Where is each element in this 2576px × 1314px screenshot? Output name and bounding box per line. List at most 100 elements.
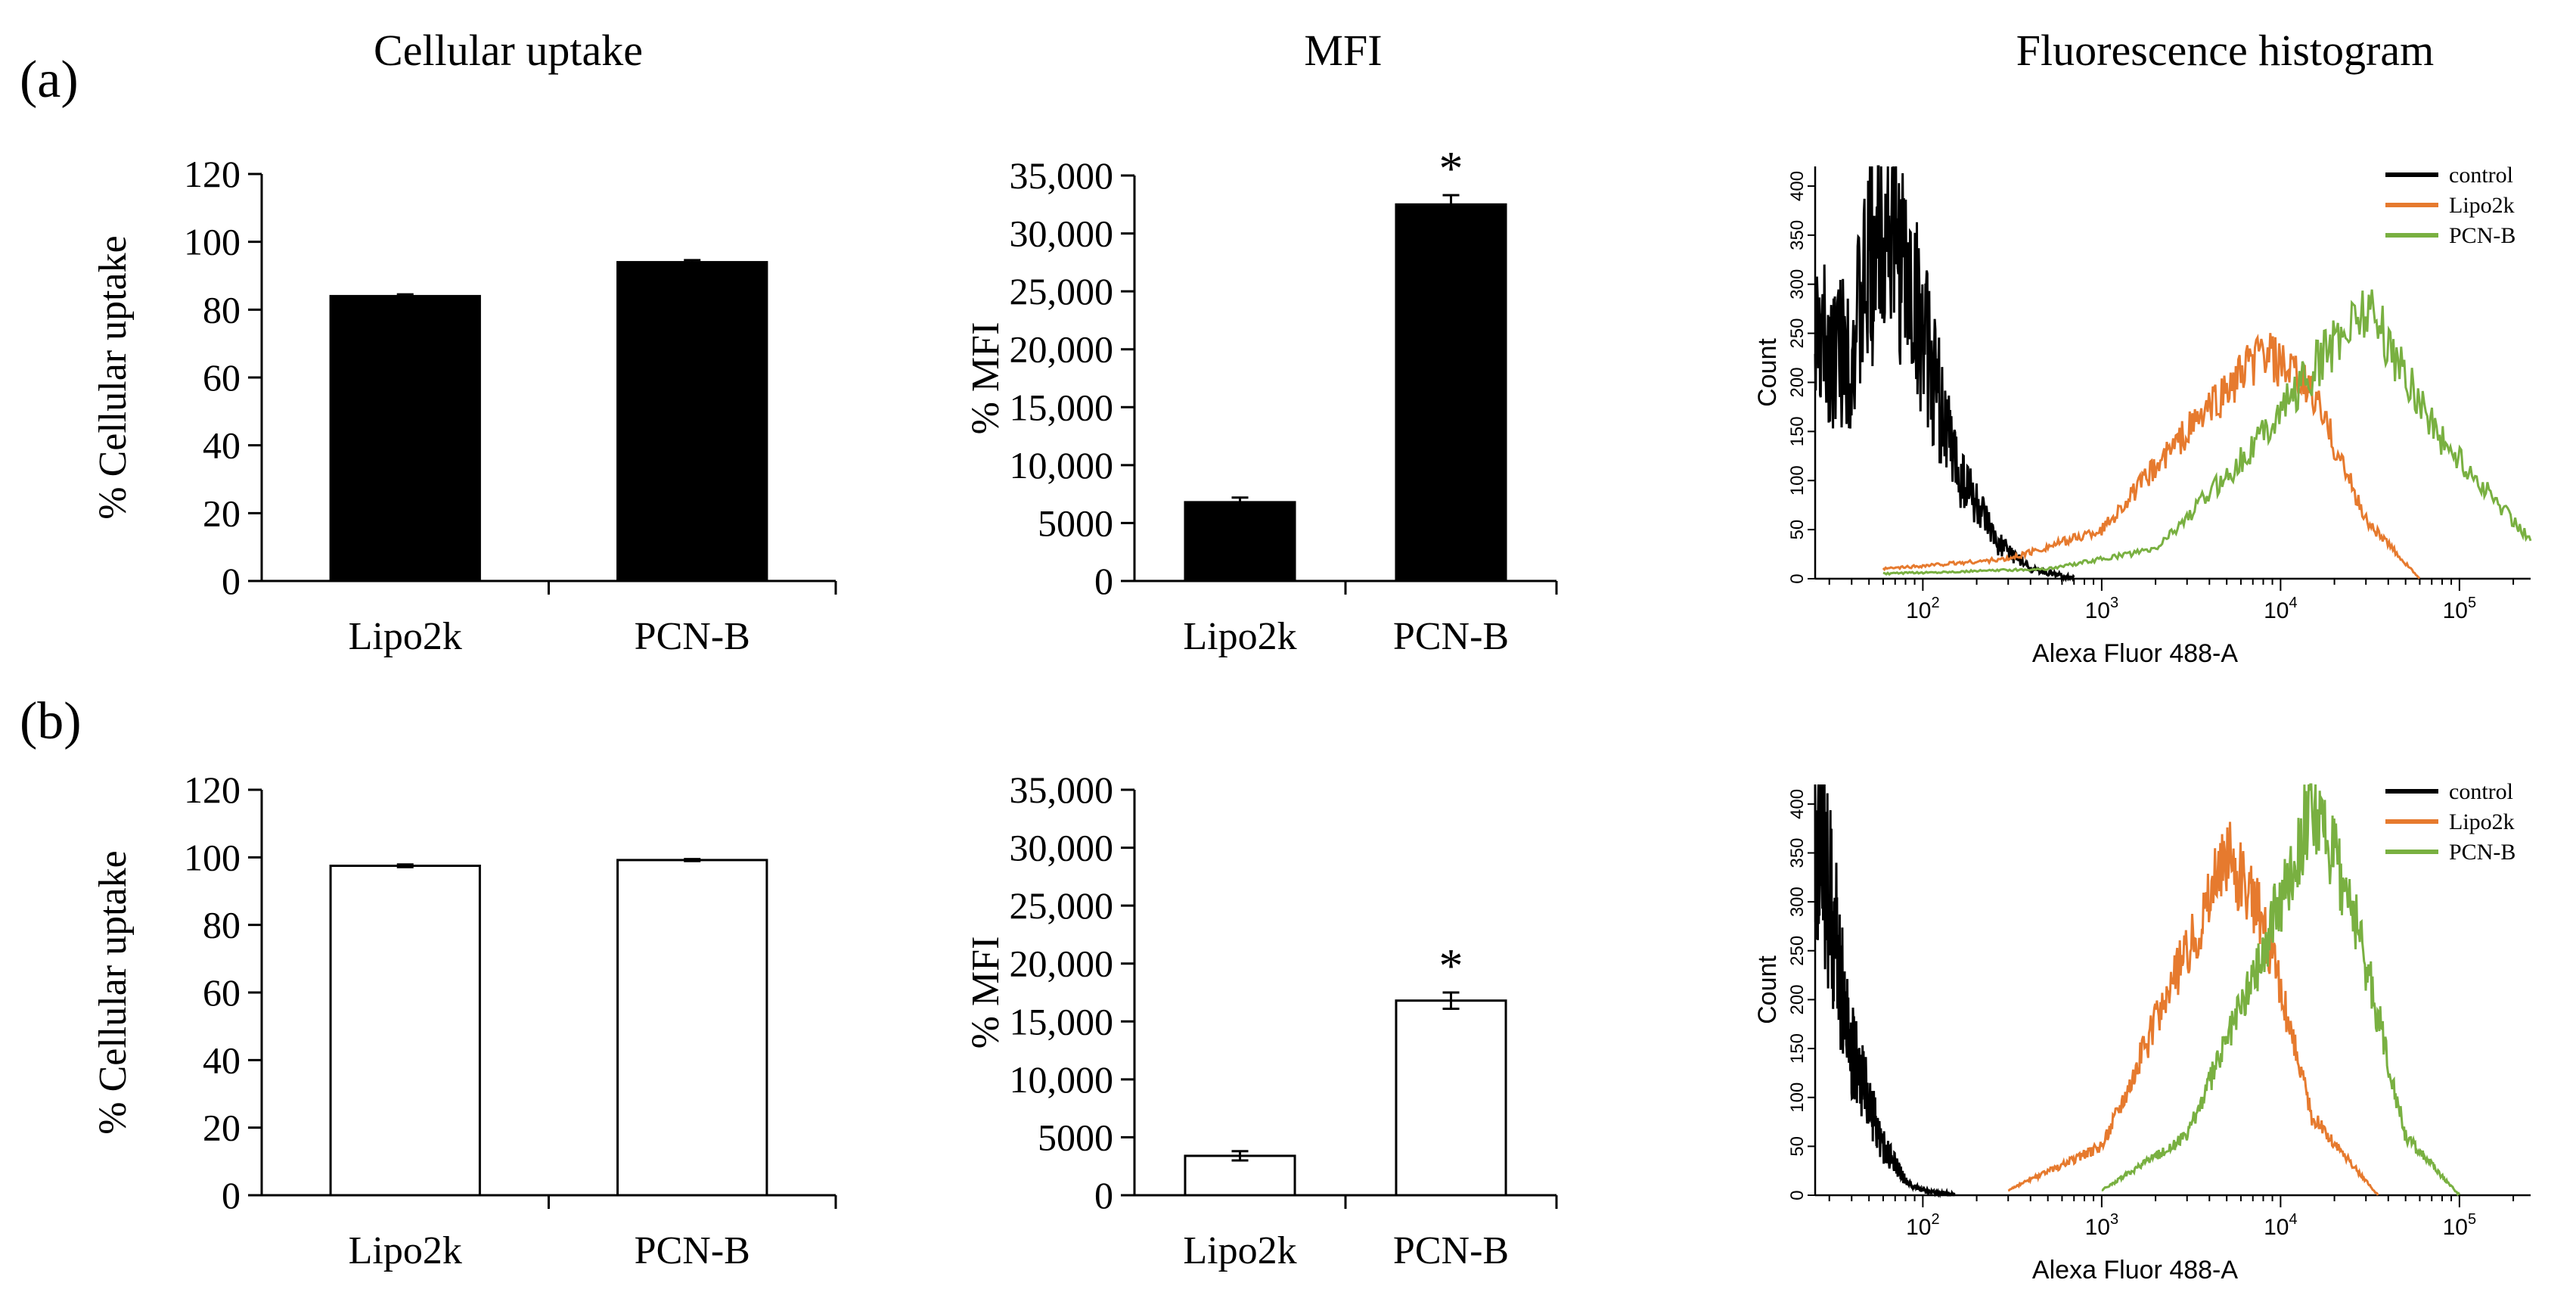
x-tick-base: 10 [2085,598,2110,623]
y-tick-label: 80 [203,904,241,946]
x-tick-label: 102 [1906,1211,1940,1240]
panel-label-a: (a) [20,51,79,109]
x-tick-label: 105 [2443,595,2477,623]
y-tick-label: 30,000 [1010,213,1114,255]
x-tick-label: Lipo2k [1183,615,1296,658]
series-line-lipo2k [2007,822,2379,1196]
x-tick-label: 104 [2264,1211,2298,1240]
y-axis-label: % MFI [964,937,1007,1049]
y-tick-label: 0 [1094,560,1113,602]
y-tick-label: 20 [203,492,241,534]
y-tick-label: 0 [222,560,241,602]
bar-lipo2k [329,865,481,1197]
x-tick-base: 10 [2264,598,2289,623]
y-tick-label: 400 [1787,171,1808,201]
y-tick-label: 150 [1787,416,1808,446]
y-tick-label: 200 [1787,984,1808,1014]
legend-label-lipo2k: Lipo2k [2449,809,2515,834]
x-tick-label: Lipo2k [349,1229,462,1272]
y-tick-label: 100 [184,221,241,263]
y-tick-label: 5000 [1038,1116,1113,1158]
y-tick-label: 250 [1787,318,1808,349]
bar-lipo2k [1184,501,1296,582]
x-tick-label: 102 [1906,595,1940,623]
x-tick-exponent: 3 [2110,1211,2118,1228]
y-tick-label: 15,000 [1010,386,1114,428]
y-tick-label: 5000 [1038,502,1113,544]
y-axis-label: % Cellular uptake [92,235,135,519]
panel-label-b: (b) [20,692,82,750]
y-tick-label: 60 [203,971,241,1014]
y-tick-label: 120 [184,153,241,195]
y-tick-label: 0 [1094,1174,1113,1216]
x-tick-label: Lipo2k [349,615,462,658]
bar-pcn-b [616,261,768,582]
y-tick-label: 10,000 [1010,444,1114,486]
y-tick-label: 40 [203,1039,241,1081]
x-tick-label: PCN-B [635,1229,750,1272]
y-tick-label: 30,000 [1010,827,1114,869]
y-tick-label: 25,000 [1010,270,1114,312]
bar-lipo2k [1184,1154,1296,1197]
chart-a-mfi: 0 5000 10,000 15,000 20,000 25,000 30,000 35,00… [964,141,1558,658]
y-tick-label: 40 [203,424,241,467]
y-tick-label: 350 [1787,220,1808,250]
y-tick-label: 60 [203,356,241,399]
y-tick-label: 300 [1787,887,1808,917]
y-tick-label: 0 [1787,1190,1808,1200]
bar-lipo2k [329,294,481,582]
chart-a-uptake: 0 20 40 60 80 100 120 % Cellular uptake Lipo2k PC… [92,153,837,658]
series-line-lipo2k [1882,333,2420,579]
x-tick-base: 10 [2443,1215,2468,1240]
y-tick-label: 80 [203,288,241,331]
y-tick-label: 250 [1787,936,1808,966]
y-tick-label: 300 [1787,269,1808,300]
y-tick-label: 150 [1787,1033,1808,1064]
x-tick-label: PCN-B [1393,1229,1509,1272]
series-line-pcn-b [1882,289,2532,576]
legend-label-control: control [2449,163,2513,188]
chart-b-mfi: 0 5000 10,000 15,000 20,000 25,000 30,000 35,00… [964,769,1558,1272]
x-tick-exponent: 3 [2110,595,2118,611]
x-tick-label: 103 [2085,595,2119,623]
x-axis-label: Alexa Fluor 488-A [2032,1256,2238,1284]
bar-pcn-b [616,859,768,1197]
bar-pcn-b [1395,203,1507,582]
x-tick-exponent: 4 [2289,1211,2298,1228]
x-tick-base: 10 [2085,1215,2110,1240]
series-line-pcn-b [2101,783,2461,1197]
y-tick-label: 50 [1787,520,1808,540]
series-line-control [1814,165,2075,582]
y-tick-label: 50 [1787,1136,1808,1157]
y-axis-label: Count [1753,338,1782,407]
y-tick-label: 100 [1787,1083,1808,1113]
y-tick-label: 0 [1787,573,1808,583]
col-title-hist: Fluorescence histogram [2016,26,2434,75]
y-tick-label: 100 [1787,465,1808,495]
y-tick-label: 35,000 [1010,769,1114,811]
y-tick-label: 15,000 [1010,1000,1114,1042]
chart-b-uptake: 0 20 40 60 80 100 120 % Cellular uptake Lipo2k PC… [92,769,837,1272]
col-title-uptake: Cellular uptake [374,26,643,75]
y-tick-label: 20,000 [1010,943,1114,985]
y-tick-label: 20 [203,1107,241,1149]
y-tick-label: 25,000 [1010,884,1114,927]
y-axis-label: % Cellular uptake [92,850,135,1134]
significance-star: * [1439,939,1463,992]
bar-pcn-b [1395,999,1507,1197]
x-tick-exponent: 4 [2289,595,2298,611]
x-tick-base: 10 [2443,598,2468,623]
x-tick-base: 10 [2264,1215,2289,1240]
legend-label-control: control [2449,779,2513,804]
x-tick-label: PCN-B [1393,615,1509,658]
legend-label-pcn-b: PCN-B [2449,223,2515,248]
x-tick-base: 10 [1906,1215,1931,1240]
y-axis-label: Count [1753,955,1782,1024]
y-tick-label: 120 [184,769,241,811]
y-tick-label: 400 [1787,789,1808,819]
col-title-mfi: MFI [1304,26,1382,75]
x-tick-label: Lipo2k [1183,1229,1296,1272]
